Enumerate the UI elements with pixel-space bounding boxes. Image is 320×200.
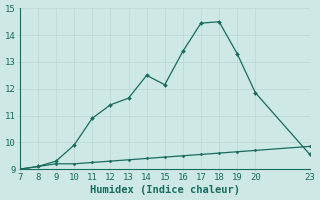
X-axis label: Humidex (Indice chaleur): Humidex (Indice chaleur) xyxy=(90,185,240,195)
